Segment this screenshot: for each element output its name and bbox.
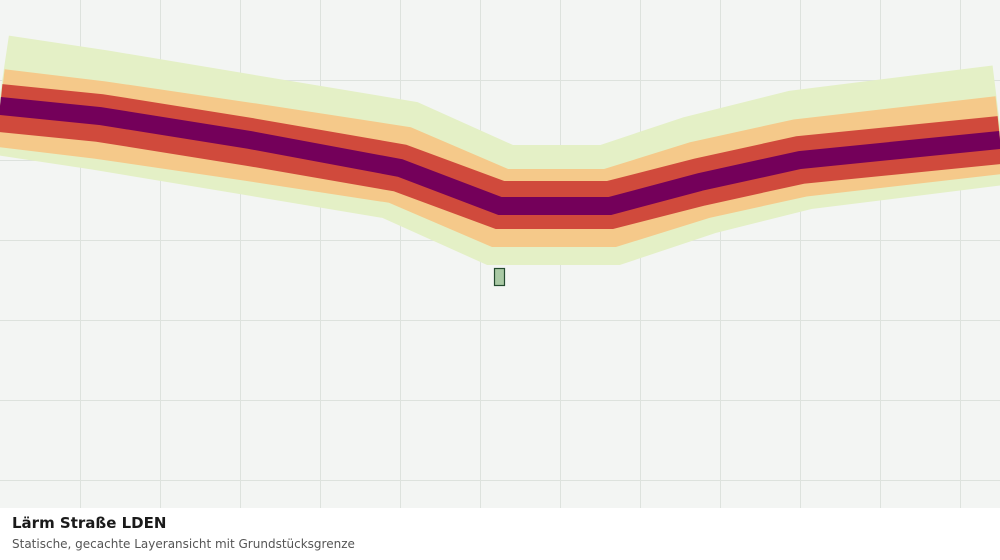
parcel-boundary [493,267,506,287]
noise-level-very-high [0,97,1000,215]
map [0,0,1000,508]
layer-title: Lärm Straße LDEN [12,514,167,532]
layer-subtitle: Statische, gecachte Layeransicht mit Gru… [12,537,355,551]
caption: Lärm Straße LDEN Statische, gecachte Lay… [0,508,1000,560]
noise-band [0,35,1000,265]
